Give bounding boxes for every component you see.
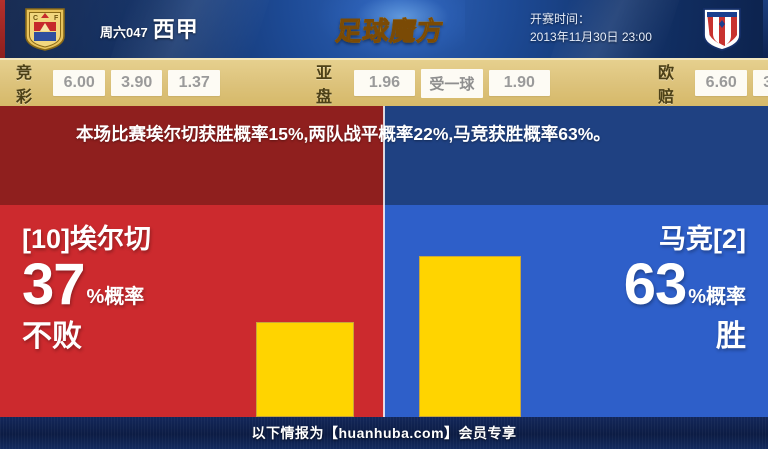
header-right-edge: [763, 0, 768, 58]
away-result-label: 胜: [716, 320, 746, 353]
odds-group-label: 欧赔: [658, 65, 675, 106]
odds-value-draw[interactable]: 3.90: [110, 70, 163, 96]
odds-value-away[interactable]: 1.90: [488, 70, 551, 96]
match-label: 周六047 西甲: [100, 12, 199, 46]
home-team-stats: [10]埃尔切 37 %概率 不败: [22, 222, 252, 355]
away-team-crest-icon: [703, 8, 741, 51]
summary-banner: 本场比赛埃尔切获胜概率15%,两队战平概率22%,马竞获胜概率63%。: [0, 106, 768, 205]
odds-value-home[interactable]: 6.00: [53, 70, 105, 96]
odds-group-oupei: 欧赔 6.60 3.90 1.51: [658, 59, 768, 107]
logo-text: 足球魔方: [334, 11, 446, 48]
home-probability-suffix: %概率: [86, 286, 145, 308]
summary-banner-left-bg: [0, 106, 384, 205]
odds-bar: 竞彩 6.00 3.90 1.37 亚盘 1.96 受一球 1.90 欧赔 6.…: [0, 58, 768, 106]
site-logo[interactable]: 足球魔方: [315, 0, 465, 58]
home-result-label: 不败: [22, 320, 82, 353]
away-team-name: 马竞[2]: [659, 224, 746, 254]
match-league: 西甲: [152, 17, 199, 42]
svg-text:C: C: [33, 15, 38, 22]
home-probability-bar: [256, 322, 354, 417]
away-team-stats: 马竞[2] 63 %概率 胜: [516, 222, 746, 355]
away-probability-suffix: %概率: [688, 286, 746, 308]
odds-group-yapan: 亚盘 1.96 受一球 1.90: [316, 59, 551, 107]
footer-text: 以下情报为【huanhuba.com】会员专享: [251, 425, 517, 441]
odds-value-away[interactable]: 1.37: [168, 70, 220, 96]
home-team-crest-icon: C F: [25, 8, 65, 51]
svg-text:F: F: [54, 15, 59, 22]
home-team-name: [10]埃尔切: [22, 224, 152, 254]
away-probability-value: 63: [623, 252, 688, 317]
panel-divider: [383, 106, 385, 417]
logo-light-burst: [315, 0, 465, 58]
odds-group-label: 亚盘: [316, 65, 333, 106]
odds-value-draw[interactable]: 3.90: [753, 70, 768, 96]
summary-banner-right-bg: [384, 106, 768, 205]
home-probability-value: 37: [22, 252, 86, 317]
kickoff-value: 2013年11月30日 23:00: [530, 30, 652, 44]
match-round: 周六047: [100, 25, 148, 40]
header-left-edge: [0, 0, 5, 58]
odds-group-jingcai: 竞彩 6.00 3.90 1.37: [16, 59, 220, 107]
odds-value-home[interactable]: 6.60: [695, 70, 747, 96]
odds-value-home[interactable]: 1.96: [353, 70, 416, 96]
home-probability-row: 37 %概率: [22, 252, 252, 317]
kickoff-time: 开赛时间： 2013年11月30日 23:00: [530, 10, 652, 46]
summary-banner-text: 本场比赛埃尔切获胜概率15%,两队战平概率22%,马竞获胜概率63%。: [76, 124, 611, 144]
kickoff-label: 开赛时间：: [530, 12, 591, 26]
away-probability-bar: [419, 256, 521, 417]
footer-bar: 以下情报为【huanhuba.com】会员专享: [0, 417, 768, 449]
odds-group-label: 竞彩: [16, 65, 33, 106]
probability-panel: 本场比赛埃尔切获胜概率15%,两队战平概率22%,马竞获胜概率63%。 [10]…: [0, 106, 768, 417]
header-bar: C F 周六047 西甲 足球魔方 开赛时间： 2013年11月30日 23:0…: [0, 0, 768, 58]
odds-handicap-value[interactable]: 受一球: [421, 68, 483, 98]
away-probability-row: 63 %概率: [516, 252, 746, 317]
